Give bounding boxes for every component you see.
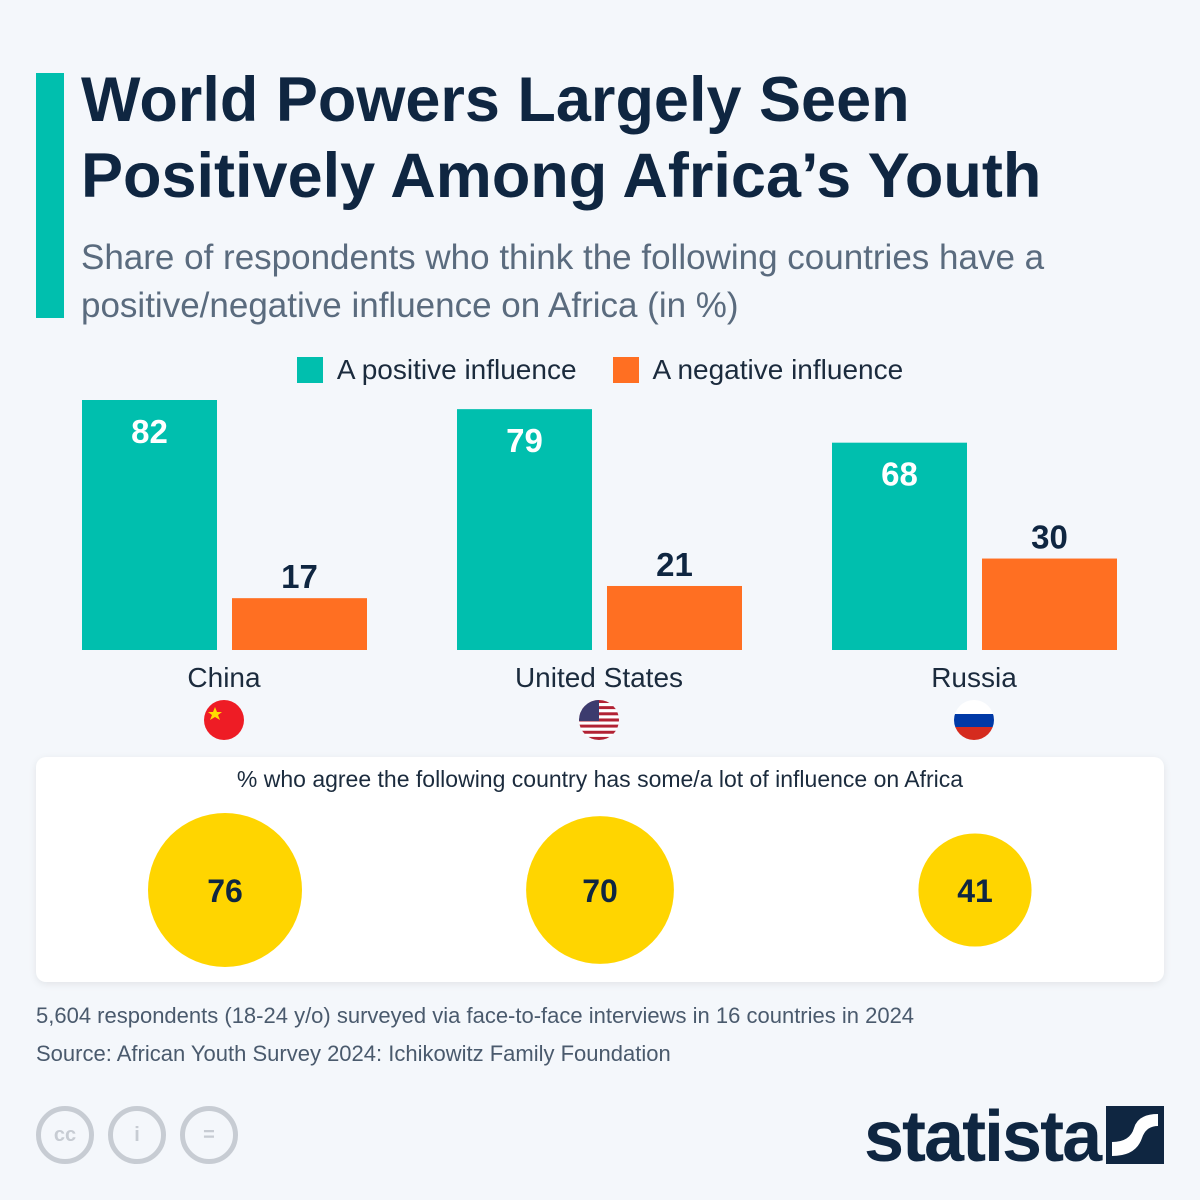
positive-bar bbox=[457, 409, 592, 650]
negative-bar bbox=[607, 585, 742, 650]
legend-positive: A positive influence bbox=[296, 354, 577, 386]
china-flag bbox=[204, 700, 244, 740]
legend-label: A positive influence bbox=[336, 354, 577, 385]
cc-icon[interactable]: cc bbox=[36, 1106, 94, 1164]
legend: A positive influence A negative influenc… bbox=[0, 354, 1200, 386]
category-label: United States bbox=[515, 662, 683, 693]
category-label: Russia bbox=[931, 662, 1017, 693]
bar-value-label: 30 bbox=[1031, 519, 1068, 556]
negative-bar bbox=[232, 598, 367, 650]
influence-bubble bbox=[148, 813, 302, 967]
negative-bar bbox=[982, 558, 1117, 650]
influence-bubble bbox=[526, 816, 674, 964]
chart: 82 17 China 76 79 21 United States 70 68 30 Russia… bbox=[82, 400, 1117, 967]
bubble-value-label: 76 bbox=[207, 873, 243, 909]
footnote: 5,604 respondents (18-24 y/o) surveyed v… bbox=[36, 1003, 915, 1028]
positive-bar bbox=[82, 400, 217, 650]
legend-label: A negative influence bbox=[652, 354, 904, 385]
legend-negative: A negative influence bbox=[612, 354, 904, 386]
source: Source: African Youth Survey 2024: Ichik… bbox=[36, 1041, 671, 1066]
category-label: China bbox=[187, 662, 261, 693]
bar-value-label: 82 bbox=[131, 413, 168, 450]
legend-swatch bbox=[296, 357, 323, 383]
bar-value-label: 68 bbox=[881, 456, 918, 493]
bubble-value-label: 70 bbox=[582, 873, 618, 909]
bar-value-label: 79 bbox=[506, 422, 543, 459]
panel-title: % who agree the following country has so… bbox=[236, 766, 964, 792]
statista-logo[interactable]: statista bbox=[864, 1097, 1102, 1177]
legend-swatch bbox=[612, 357, 639, 383]
accent-bar bbox=[36, 73, 64, 318]
chart-subtitle: Share of respondents who think the follo… bbox=[81, 238, 1045, 325]
no-derivatives-icon[interactable]: = bbox=[180, 1106, 238, 1164]
influence-bubble bbox=[918, 833, 1032, 947]
bar-value-label: 17 bbox=[281, 558, 318, 595]
positive-bar bbox=[832, 442, 967, 650]
attribution-icon[interactable]: i bbox=[108, 1106, 166, 1164]
russia-flag bbox=[954, 700, 994, 740]
us-flag bbox=[579, 700, 619, 740]
bubble-value-label: 41 bbox=[957, 873, 993, 909]
bar-value-label: 21 bbox=[656, 546, 693, 583]
chart-title: World Powers Largely Seen Positively Amo… bbox=[81, 65, 1042, 211]
